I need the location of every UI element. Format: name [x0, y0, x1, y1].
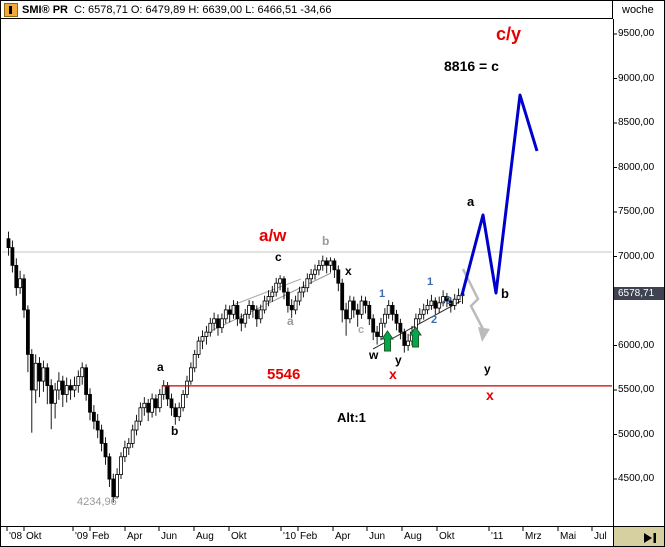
x-axis-label: Feb [300, 531, 318, 542]
chart-annotation: b [171, 424, 179, 438]
chart-annotation: Alt:1 [337, 410, 366, 425]
price-axis [613, 19, 664, 526]
chart-annotation: b [501, 286, 509, 301]
chart-annotation: x [389, 366, 397, 382]
chart-annotation: 4234,96 [77, 496, 117, 508]
chart-annotation: x [486, 387, 494, 403]
x-axis-label: Mai [560, 531, 577, 542]
chart-annotation: b [322, 234, 330, 248]
chart-annotation: c [275, 250, 282, 264]
chart-annotation: y [395, 353, 402, 367]
chart-annotation: c/y [496, 24, 522, 44]
y-axis-label: 5500,00 [618, 384, 655, 395]
x-axis-label: Apr [127, 531, 143, 542]
x-axis-label: Okt [439, 531, 455, 542]
chart-annotation: 1 [379, 288, 386, 300]
axis-corner [613, 526, 664, 546]
y-axis-label: 9500,00 [618, 28, 655, 39]
current-price-tag: 6578,71 [614, 287, 664, 301]
x-axis-label: Aug [404, 531, 422, 542]
x-axis-label: '08 [9, 531, 23, 542]
y-axis-label: 4500,00 [618, 473, 655, 484]
x-axis-label: Okt [26, 531, 42, 542]
x-axis-label: Jun [369, 531, 386, 542]
x-axis-label: '09 [75, 531, 89, 542]
y-axis-label: 5000,00 [618, 428, 655, 440]
ohlc-quote: C: 6578,71 O: 6479,89 H: 6639,00 L: 6466… [74, 3, 332, 16]
x-axis-label: Feb [92, 531, 110, 542]
instrument-title: SMI® PR [22, 3, 68, 16]
x-axis-label: Apr [335, 531, 351, 542]
chart-annotation: 1 [427, 276, 434, 288]
x-axis-label: Jun [161, 531, 178, 542]
x-axis-label: Aug [196, 531, 214, 542]
chart-annotation: c [358, 324, 365, 336]
x-axis-label: Jul [594, 531, 607, 542]
chart-annotation: a [287, 314, 294, 328]
time-axis [1, 526, 613, 546]
y-axis-label: 6000,00 [618, 339, 655, 351]
x-axis-label: '11 [491, 531, 504, 542]
chart-annotation: -2 [442, 295, 452, 307]
y-axis-label: 8500,00 [618, 117, 655, 128]
y-axis-label: 7000,00 [618, 250, 655, 262]
y-axis-label: 7500,00 [618, 206, 655, 217]
timeframe-select[interactable]: woche [612, 1, 664, 19]
chart-annotation: a [467, 194, 475, 209]
quote-header: SMI® PR C: 6578,71 O: 6479,89 H: 6639,00… [1, 1, 664, 19]
chart-annotation: x [345, 264, 352, 278]
x-axis-label: '10 [283, 531, 297, 542]
scroll-to-end-icon[interactable] [642, 531, 660, 545]
chart-annotation: a [157, 360, 164, 374]
chart-annotation: a/w [259, 226, 287, 245]
chart-annotation: y [484, 362, 491, 376]
app-icon [4, 2, 18, 17]
x-axis-label: Mrz [525, 531, 542, 542]
chart-plot-area[interactable] [1, 19, 613, 526]
chart-annotation: 2 [431, 314, 438, 326]
chart-annotation: w [369, 348, 379, 362]
chart-annotation: 5546 [267, 366, 301, 383]
x-axis-label: Okt [231, 531, 247, 542]
y-axis-label: 8000,00 [618, 161, 655, 173]
y-axis-label: 9000,00 [618, 72, 655, 84]
chart-annotation: 8816 = c [444, 58, 499, 74]
